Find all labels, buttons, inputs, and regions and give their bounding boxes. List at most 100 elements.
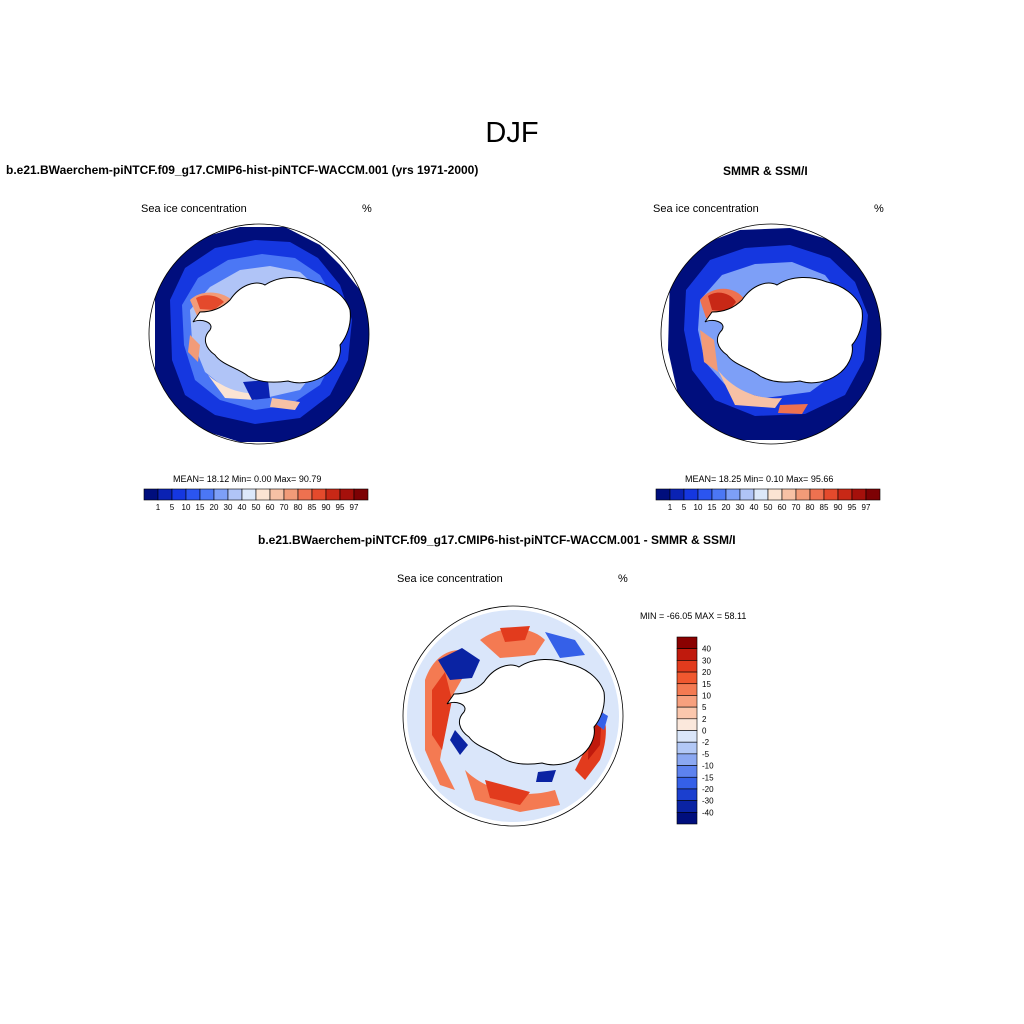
panel3-colorbar-tick-label: -20 bbox=[702, 785, 714, 794]
panel3-colorbar-swatch bbox=[676, 636, 698, 649]
panel3-antarctica-coast bbox=[446, 659, 605, 766]
panel2-colorbar-swatch bbox=[823, 488, 839, 501]
panel1-colorbar-swatch bbox=[199, 488, 215, 501]
panel1-colorbar-tick-label: 1 bbox=[156, 503, 161, 512]
panel2-colorbar-tick-label: 15 bbox=[708, 503, 717, 512]
panel2-colorbar-tick-label: 10 bbox=[694, 503, 703, 512]
panel1-colorbar-tick-label: 10 bbox=[182, 503, 191, 512]
panel3-colorbar-swatch bbox=[676, 695, 698, 708]
panel2-colorbar-tick-label: 85 bbox=[820, 503, 829, 512]
panel2-colorbar-tick-label: 5 bbox=[682, 503, 687, 512]
panel1-colorbar-swatch bbox=[241, 488, 257, 501]
panel2-colorbar-tick-label: 90 bbox=[834, 503, 843, 512]
panel2-colorbar-swatch bbox=[781, 488, 797, 501]
panel2-variable-label: Sea ice concentration bbox=[653, 203, 759, 215]
panel3-stats: MIN = -66.05 MAX = 58.11 bbox=[640, 611, 747, 621]
panel2-colorbar-tick-label: 97 bbox=[862, 503, 871, 512]
panel2-colorbar-swatch bbox=[669, 488, 685, 501]
panel1-stats: MEAN= 18.12 Min= 0.00 Max= 90.79 bbox=[173, 474, 322, 484]
panel1-colorbar-swatch bbox=[297, 488, 313, 501]
panel1-colorbar-tick-label: 5 bbox=[170, 503, 175, 512]
panel1-colorbar-swatch bbox=[283, 488, 299, 501]
panel2-colorbar-swatch bbox=[655, 488, 671, 501]
panel3-colorbar-tick-label: -10 bbox=[702, 762, 714, 771]
panel2-colorbar-swatch bbox=[683, 488, 699, 501]
panel1-colorbar-swatch bbox=[325, 488, 341, 501]
panel3-title: b.e21.BWaerchem-piNTCF.f09_g17.CMIP6-his… bbox=[258, 533, 736, 547]
panel1-colorbar-swatch bbox=[157, 488, 173, 501]
panel1-colorbar: 1 5 10 15 20 30 40 50 60 70 80 85 90 95 97 bbox=[143, 488, 369, 512]
panel2-colorbar: 1 5 10 15 20 30 40 50 60 70 80 85 90 95 97 bbox=[655, 488, 881, 512]
panel3-colorbar-tick-label: 40 bbox=[702, 645, 711, 654]
panel1-colorbar-swatch bbox=[171, 488, 187, 501]
panel3-colorbar-swatch bbox=[676, 788, 698, 801]
panel2-colorbar-swatch bbox=[753, 488, 769, 501]
panel3-colorbar-tick-label: 10 bbox=[702, 691, 711, 700]
panel3-colorbar-tick-label: 0 bbox=[702, 727, 707, 736]
panel3-colorbar-tick-label: -40 bbox=[702, 808, 714, 817]
panel3-colorbar-swatch bbox=[676, 706, 698, 720]
panel2-colorbar-swatch bbox=[767, 488, 783, 501]
panel2-colorbar-swatch bbox=[725, 488, 741, 501]
panel2-colorbar-tick-label: 70 bbox=[792, 503, 801, 512]
panel1-colorbar-swatch bbox=[339, 488, 355, 501]
panel2-units-label: % bbox=[874, 203, 884, 215]
panel2-colorbar-swatch bbox=[711, 488, 727, 501]
panel1-colorbar-swatch bbox=[311, 488, 327, 501]
panel1-map bbox=[148, 223, 370, 445]
panel3-colorbar-swatch bbox=[676, 660, 698, 673]
panel3-colorbar-swatch bbox=[676, 741, 698, 755]
panel2-colorbar-swatch bbox=[697, 488, 713, 501]
panel1-colorbar-tick-label: 70 bbox=[280, 503, 289, 512]
panel3-colorbar-tick-label: 5 bbox=[702, 703, 707, 712]
panel2-colorbar-swatch bbox=[739, 488, 755, 501]
panel3-colorbar-swatch bbox=[676, 683, 698, 696]
panel3-colorbar-tick-label: -30 bbox=[702, 797, 714, 806]
panel3-units-label: % bbox=[618, 573, 628, 585]
panel3-colorbar-swatch bbox=[676, 753, 698, 766]
panel1-colorbar-swatch bbox=[185, 488, 201, 501]
panel3-colorbar-swatch bbox=[676, 671, 698, 685]
panel1-colorbar-tick-label: 50 bbox=[252, 503, 261, 512]
panel3-colorbar-tick-label: 15 bbox=[702, 680, 711, 689]
panel3-colorbar-swatch bbox=[676, 648, 698, 661]
panel1-colorbar-tick-label: 95 bbox=[336, 503, 345, 512]
panel2-colorbar-tick-label: 40 bbox=[750, 503, 759, 512]
panel1-colorbar-tick-label: 60 bbox=[266, 503, 275, 512]
panel3-map bbox=[402, 605, 624, 827]
panel3-colorbar-swatch bbox=[676, 730, 698, 743]
panel1-colorbar-swatch bbox=[269, 488, 285, 501]
figure-title: DJF bbox=[485, 117, 539, 149]
panel1-colorbar-tick-label: 40 bbox=[238, 503, 247, 512]
panel1-title: b.e21.BWaerchem-piNTCF.f09_g17.CMIP6-his… bbox=[6, 163, 479, 177]
panel1-colorbar-swatch bbox=[143, 488, 159, 501]
panel2-colorbar-tick-label: 95 bbox=[848, 503, 857, 512]
panel1-colorbar-tick-label: 97 bbox=[350, 503, 359, 512]
panel1-colorbar-tick-label: 20 bbox=[210, 503, 219, 512]
panel1-colorbar-tick-label: 90 bbox=[322, 503, 331, 512]
panel1-colorbar-swatch bbox=[213, 488, 229, 501]
panel3-colorbar-swatch bbox=[676, 765, 698, 778]
panel2-colorbar-tick-label: 1 bbox=[668, 503, 673, 512]
panel2-colorbar-swatch bbox=[795, 488, 811, 501]
panel2-colorbar-tick-label: 50 bbox=[764, 503, 773, 512]
panel2-colorbar-tick-label: 30 bbox=[736, 503, 745, 512]
panel1-colorbar-swatch bbox=[255, 488, 271, 501]
panel3-colorbar-tick-label: -5 bbox=[702, 750, 710, 759]
panel2-colorbar-tick-label: 80 bbox=[806, 503, 815, 512]
panel1-colorbar-swatch bbox=[227, 488, 243, 501]
panel2-map bbox=[660, 223, 882, 445]
panel3-colorbar-swatch bbox=[676, 718, 698, 731]
panel1-colorbar-tick-label: 80 bbox=[294, 503, 303, 512]
panel2-colorbar-swatch bbox=[837, 488, 853, 501]
panel1-colorbar-tick-label: 15 bbox=[196, 503, 205, 512]
panel2-title: SMMR & SSM/I bbox=[723, 164, 808, 178]
panel3-colorbar-tick-label: 20 bbox=[702, 668, 711, 677]
panel3-colorbar-swatch bbox=[676, 800, 698, 813]
panel2-colorbar-swatch bbox=[865, 488, 881, 501]
panel3-variable-label: Sea ice concentration bbox=[397, 573, 503, 585]
panel3-colorbar-swatch bbox=[676, 812, 698, 825]
panel2-colorbar-tick-label: 60 bbox=[778, 503, 787, 512]
